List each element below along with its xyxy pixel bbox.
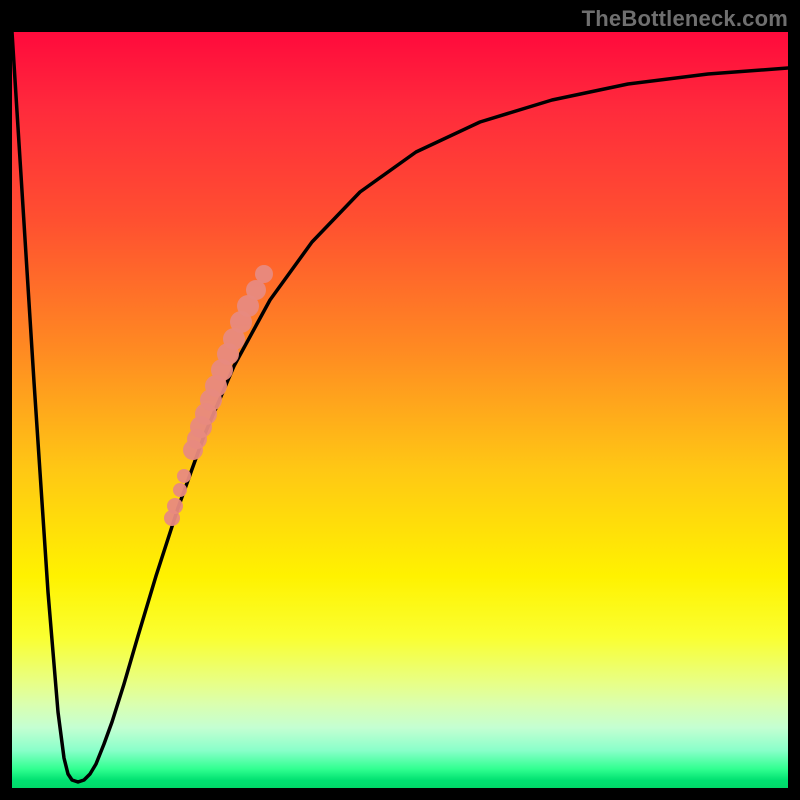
data-marker	[167, 498, 183, 514]
curve-svg	[12, 32, 788, 788]
bottleneck-curve	[12, 32, 788, 782]
chart-container: TheBottleneck.com	[0, 0, 800, 800]
data-marker	[255, 265, 273, 283]
data-marker	[246, 280, 266, 300]
watermark-text: TheBottleneck.com	[582, 6, 788, 32]
plot-area	[12, 32, 788, 788]
data-marker	[173, 483, 187, 497]
data-marker	[177, 469, 191, 483]
